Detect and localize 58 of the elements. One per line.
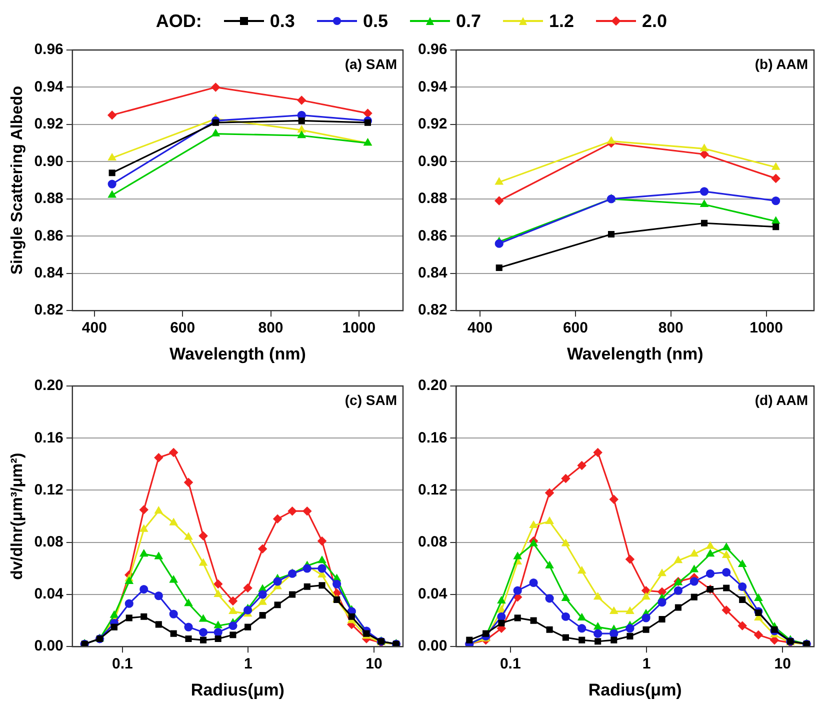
legend-label: 2.0: [642, 10, 668, 32]
y-tick-label: 0.12: [34, 481, 64, 498]
y-tick-label: 0.00: [418, 638, 448, 655]
y-tick-label: 0.88: [418, 190, 448, 208]
annotation: (a) SAM: [344, 56, 397, 72]
x-tick-label: 400: [82, 320, 107, 337]
y-tick-label: 0.88: [34, 190, 64, 208]
x-axis-title: Wavelength (nm): [566, 344, 704, 364]
y-tick-label: 0.94: [418, 78, 448, 96]
x-tick-label: 10: [366, 656, 382, 673]
y-axis-title: Single Scattering Albedo: [9, 86, 26, 275]
x-tick-label: 400: [468, 320, 493, 337]
y-tick-label: 0.94: [34, 78, 64, 96]
x-tick-label: 1000: [750, 320, 783, 337]
y-tick-label: 0.82: [418, 302, 448, 319]
y-tick-label: 0.90: [418, 152, 448, 170]
x-tick-label: 1000: [342, 320, 376, 337]
x-tick-label: 600: [562, 320, 588, 337]
y-tick-label: 0.16: [418, 429, 448, 446]
x-tick-label: 0.1: [112, 656, 133, 673]
legend-label: 0.7: [456, 10, 482, 32]
annotation: (b) AAM: [754, 56, 808, 72]
legend-label: 1.2: [549, 10, 574, 32]
annotation: (c) SAM: [344, 392, 397, 408]
y-tick-label: 0.96: [34, 41, 64, 58]
x-tick-label: 600: [170, 320, 196, 337]
y-tick-label: 0.12: [418, 481, 448, 498]
x-axis-title: Wavelength (nm): [170, 344, 306, 364]
legend-label: 0.5: [362, 10, 388, 32]
y-tick-label: 0.92: [34, 116, 64, 133]
annotation: (d) AAM: [754, 392, 808, 408]
y-tick-label: 0.82: [34, 302, 64, 319]
y-tick-label: 0.00: [34, 638, 64, 655]
y-tick-label: 0.90: [34, 152, 64, 170]
x-tick-label: 10: [774, 656, 791, 673]
x-tick-label: 0.1: [500, 656, 521, 673]
x-tick-label: 1: [244, 656, 252, 673]
y-tick-label: 0.86: [34, 227, 64, 244]
y-tick-label: 0.08: [418, 534, 448, 550]
y-tick-label: 0.16: [34, 429, 64, 446]
x-tick-label: 800: [658, 320, 684, 337]
y-tick-label: 0.20: [34, 377, 64, 394]
x-axis-title: Radius(μm): [588, 680, 682, 700]
y-tick-label: 0.08: [34, 534, 64, 550]
x-tick-label: 1: [642, 656, 651, 673]
y-tick-label: 0.84: [34, 264, 64, 282]
y-tick-label: 0.92: [418, 116, 448, 133]
y-tick-label: 0.20: [418, 377, 448, 394]
legend-title: AOD:: [156, 10, 202, 32]
legend-label: 0.3: [270, 10, 295, 32]
y-tick-label: 0.86: [418, 227, 448, 244]
y-tick-label: 0.96: [418, 41, 448, 58]
x-tick-label: 800: [258, 320, 284, 337]
y-tick-label: 0.84: [418, 264, 448, 282]
y-axis-title: dv/dlnr(μm³/μm²): [9, 452, 26, 580]
x-axis-title: Radius(μm): [190, 680, 284, 700]
y-tick-label: 0.04: [418, 586, 448, 603]
y-tick-label: 0.04: [34, 586, 64, 603]
